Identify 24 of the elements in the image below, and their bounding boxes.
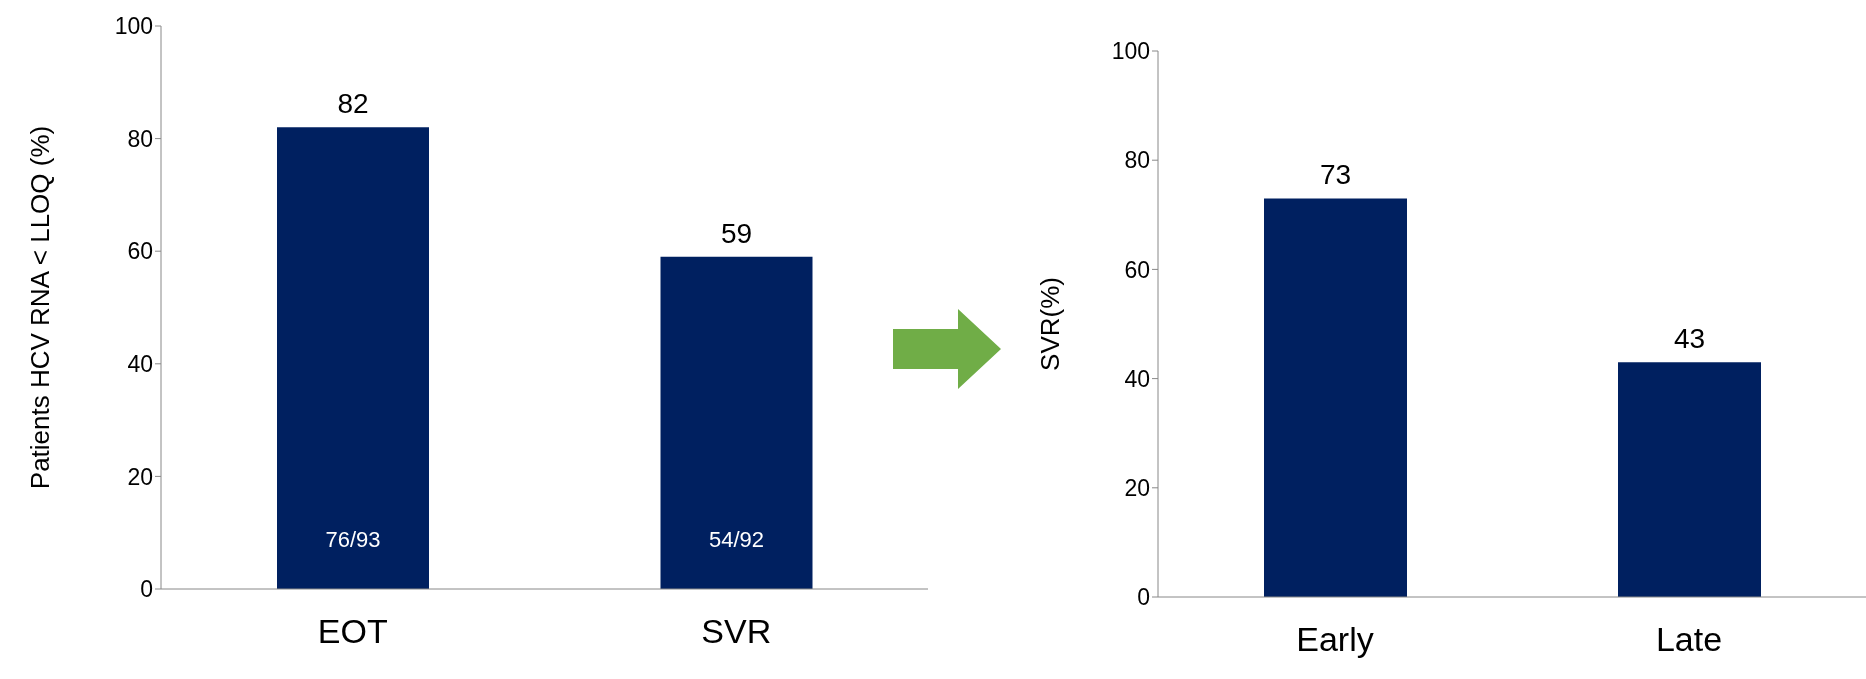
data-label: 73 xyxy=(1319,159,1352,191)
y-tick-label: 40 xyxy=(1124,365,1150,392)
data-label: 59 xyxy=(720,217,753,249)
y-axis-title: SVR(%) xyxy=(1035,277,1066,371)
y-tick-label: 80 xyxy=(1124,147,1150,174)
y-tick-label: 20 xyxy=(127,463,153,490)
x-tick-label: SVR xyxy=(701,612,772,651)
y-tick-label: 80 xyxy=(127,125,153,152)
x-tick-label: Early xyxy=(1296,620,1374,659)
y-tick-label: 0 xyxy=(1137,584,1150,611)
annotation: 76/93 xyxy=(325,527,381,552)
y-tick-label: 60 xyxy=(127,238,153,265)
data-label: 82 xyxy=(337,88,369,120)
annotation: 54/92 xyxy=(708,527,765,552)
y-tick-label: 60 xyxy=(1124,256,1150,283)
x-tick-label: Late xyxy=(1655,620,1723,659)
y-tick-label: 40 xyxy=(127,350,153,377)
y-tick-label: 20 xyxy=(1124,474,1150,501)
y-tick-label: 100 xyxy=(114,13,153,40)
y-tick-label: 0 xyxy=(140,576,153,603)
data-label: 43 xyxy=(1673,323,1706,355)
x-tick-label: EOT xyxy=(317,612,388,651)
y-tick-label: 100 xyxy=(1111,38,1150,65)
y-axis-title: Patients HCV RNA < LLOQ (%) xyxy=(25,125,56,490)
